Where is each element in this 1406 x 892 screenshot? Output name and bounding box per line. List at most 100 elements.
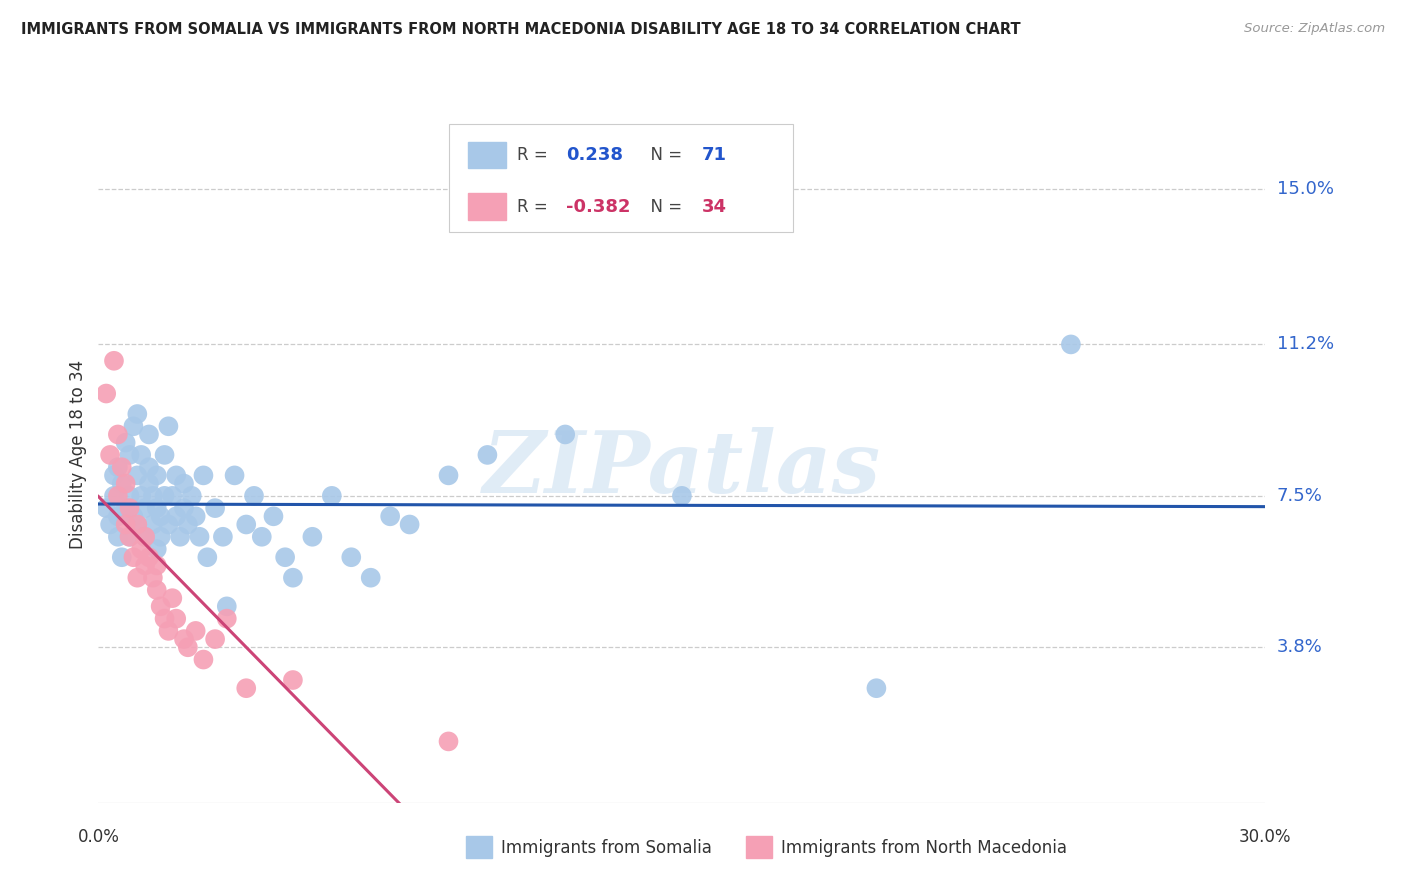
Point xyxy=(193,468,215,483)
Point xyxy=(378,509,402,524)
Bar xyxy=(468,194,506,219)
Point xyxy=(129,448,152,462)
Point xyxy=(193,652,215,666)
Point xyxy=(180,489,202,503)
Point xyxy=(157,419,180,434)
Point xyxy=(138,427,160,442)
Text: Immigrants from North Macedonia: Immigrants from North Macedonia xyxy=(782,839,1067,857)
Text: IMMIGRANTS FROM SOMALIA VS IMMIGRANTS FROM NORTH MACEDONIA DISABILITY AGE 18 TO : IMMIGRANTS FROM SOMALIA VS IMMIGRANTS FR… xyxy=(21,22,1021,37)
Point xyxy=(107,489,129,503)
Point xyxy=(127,468,149,483)
Point xyxy=(146,468,169,483)
Point xyxy=(162,591,184,606)
Point xyxy=(98,448,121,462)
Point xyxy=(398,517,420,532)
Point xyxy=(477,448,499,462)
Point xyxy=(122,550,145,565)
Point xyxy=(138,460,160,475)
Point xyxy=(107,530,129,544)
Point xyxy=(437,468,460,483)
Point xyxy=(224,468,246,483)
Point xyxy=(204,632,226,646)
Point xyxy=(149,530,172,544)
Point xyxy=(149,599,172,614)
Point xyxy=(281,571,304,585)
Point xyxy=(165,612,187,626)
Point xyxy=(146,558,169,573)
Point xyxy=(162,489,184,503)
Text: 0.0%: 0.0% xyxy=(77,828,120,846)
Text: 30.0%: 30.0% xyxy=(1239,828,1292,846)
Point xyxy=(554,427,576,442)
Point xyxy=(138,476,160,491)
Point xyxy=(107,509,129,524)
Bar xyxy=(465,836,492,858)
Point xyxy=(122,419,145,434)
Point xyxy=(235,681,257,696)
Point xyxy=(114,501,136,516)
Text: -0.382: -0.382 xyxy=(567,198,631,216)
Point xyxy=(157,517,180,532)
Point xyxy=(177,517,200,532)
Point xyxy=(134,530,156,544)
Point xyxy=(134,530,156,544)
Text: ZIPatlas: ZIPatlas xyxy=(482,427,882,510)
Point xyxy=(111,476,134,491)
Text: 7.5%: 7.5% xyxy=(1277,487,1323,505)
Point xyxy=(195,550,218,565)
Point xyxy=(215,599,238,614)
Point xyxy=(215,612,238,626)
Point xyxy=(114,517,136,532)
Point xyxy=(138,550,160,565)
Point xyxy=(107,427,129,442)
Point xyxy=(134,558,156,573)
Text: 3.8%: 3.8% xyxy=(1277,639,1322,657)
Point xyxy=(149,509,172,524)
Point xyxy=(153,612,176,626)
Text: N =: N = xyxy=(640,198,688,216)
Text: N =: N = xyxy=(640,146,688,164)
Point xyxy=(98,517,121,532)
Bar xyxy=(747,836,772,858)
FancyBboxPatch shape xyxy=(449,124,793,232)
Text: Immigrants from Somalia: Immigrants from Somalia xyxy=(501,839,711,857)
Point xyxy=(262,509,284,524)
Point xyxy=(129,489,152,503)
Point xyxy=(671,489,693,503)
Point xyxy=(184,509,207,524)
Point xyxy=(169,530,191,544)
Point xyxy=(281,673,304,687)
Point xyxy=(146,542,169,557)
Point xyxy=(118,448,141,462)
Point xyxy=(321,489,343,503)
Text: 0.238: 0.238 xyxy=(567,146,623,164)
Point xyxy=(146,582,169,597)
Point xyxy=(865,681,887,696)
Text: 15.0%: 15.0% xyxy=(1277,180,1333,198)
Point xyxy=(153,489,176,503)
Point xyxy=(177,640,200,655)
Point xyxy=(165,468,187,483)
Point xyxy=(1060,337,1083,351)
Point xyxy=(250,530,273,544)
Point xyxy=(340,550,363,565)
Point xyxy=(118,501,141,516)
Point xyxy=(122,509,145,524)
Point xyxy=(129,542,152,557)
Point xyxy=(142,489,165,503)
Point xyxy=(173,632,195,646)
Point xyxy=(96,386,118,401)
Text: 71: 71 xyxy=(702,146,727,164)
Point xyxy=(134,501,156,516)
Point xyxy=(127,571,149,585)
Point xyxy=(274,550,297,565)
Point xyxy=(301,530,323,544)
Point xyxy=(146,501,169,516)
Point xyxy=(437,734,460,748)
Point xyxy=(188,530,211,544)
Point xyxy=(184,624,207,638)
Point xyxy=(243,489,266,503)
Point xyxy=(142,571,165,585)
Text: R =: R = xyxy=(517,198,554,216)
Text: Source: ZipAtlas.com: Source: ZipAtlas.com xyxy=(1244,22,1385,36)
